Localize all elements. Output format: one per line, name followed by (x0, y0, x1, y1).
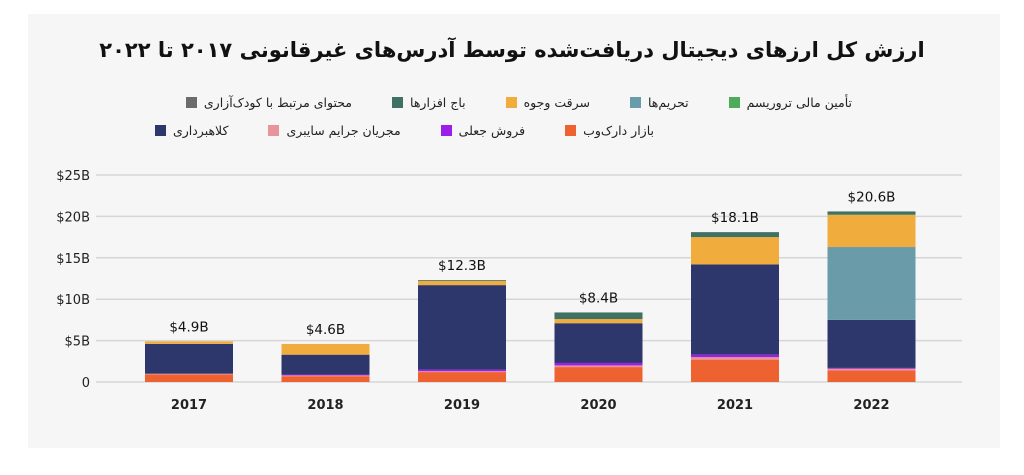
legend-swatch (392, 97, 404, 108)
legend-item: سرقت وجوه (505, 95, 590, 110)
bar-segment (281, 375, 370, 377)
bar-segment (691, 359, 779, 382)
y-tick-label: $25B (56, 169, 90, 184)
legend-swatch (505, 97, 517, 108)
bar-segment (691, 232, 779, 238)
legend-swatch (440, 125, 452, 136)
bar-segment (554, 319, 643, 324)
x-tick-label: 2022 (853, 398, 889, 413)
legend-item: کلاهبرداری (154, 123, 229, 138)
y-tick-label: 0 (82, 376, 90, 391)
legend-label: تحریم‌ها (647, 95, 689, 110)
bar-segment (418, 280, 506, 286)
bar-segment (691, 354, 779, 358)
legend-swatch (565, 125, 577, 136)
legend-label: مجریان جرایم سایبری (286, 123, 401, 138)
legend-swatch (629, 97, 641, 108)
bar-segment (554, 312, 643, 320)
y-tick-label: $10B (56, 293, 90, 308)
legend-item: باج افزارها (392, 95, 466, 110)
bar-segment (281, 374, 370, 376)
bar-segment (827, 368, 916, 371)
legend-label: محتوای مرتبط با کودک‌آزاری (203, 95, 353, 110)
legend-label: فروش جعلی (458, 123, 526, 138)
total-label: $18.1B (711, 210, 759, 226)
bar-segment (827, 247, 916, 320)
bar-segment (418, 372, 506, 382)
legend-label: کلاهبرداری (172, 123, 229, 138)
bar-segment (145, 343, 233, 374)
bar-segment (281, 343, 370, 355)
legend-item: محتوای مرتبط با کودک‌آزاری (185, 95, 353, 110)
bar-segment (418, 280, 506, 281)
bar-segment (691, 237, 779, 265)
legend-swatch (268, 125, 280, 136)
bar-segment (691, 357, 779, 360)
bar-segment (281, 376, 370, 382)
y-tick-label: $20B (56, 210, 90, 225)
bar-segment (827, 367, 916, 369)
bar-segment (691, 264, 779, 355)
legend-row-1: تأمین مالی تروریسم تحریم‌ها سرقت وجوه باج ا… (185, 95, 852, 110)
x-tick-label: 2020 (580, 398, 616, 413)
legend-swatch (185, 97, 197, 108)
total-label: $4.9B (169, 319, 208, 335)
legend-item: مجریان جرایم سایبری (268, 123, 401, 138)
bar-segment (418, 371, 506, 373)
x-tick-label: 2018 (307, 398, 343, 413)
bar-segment (145, 373, 233, 375)
bar-segment (145, 374, 233, 382)
x-tick-label: 2017 (171, 398, 207, 413)
legend-swatch (154, 125, 166, 136)
legend-item: بازار دارک‌وب (565, 123, 654, 138)
bar-segment (827, 370, 916, 382)
total-label: $8.4B (579, 290, 618, 306)
legend-item: تأمین مالی تروریسم (728, 95, 852, 110)
legend-item: تحریم‌ها (629, 95, 689, 110)
bar-segment (554, 367, 643, 382)
total-label: $20.6B (848, 189, 896, 205)
y-tick-label: $5B (65, 335, 90, 350)
bar-segment (554, 323, 643, 363)
bar-segment (554, 365, 643, 368)
x-tick-label: 2021 (717, 398, 753, 413)
bar-segment (827, 211, 916, 215)
bar-segment (827, 214, 916, 248)
x-tick-label: 2019 (444, 398, 480, 413)
legend-label: تأمین مالی تروریسم (746, 95, 852, 110)
chart-title: ارزش کل ارزهای دیجیتال دریافت‌شده توسط آ… (99, 38, 925, 62)
legend-label: بازار دارک‌وب (583, 123, 654, 138)
bar-segment (145, 341, 233, 344)
legend-label: باج افزارها (410, 95, 466, 110)
bar-segment (554, 362, 643, 366)
legend-row-2: بازار دارک‌وب فروش جعلی مجریان جرایم سایبر… (154, 123, 654, 138)
total-label: $12.3B (438, 258, 486, 274)
legend-swatch (728, 97, 740, 108)
y-tick-label: $15B (56, 252, 90, 267)
bar-segment (827, 319, 916, 368)
legend-label: سرقت وجوه (523, 95, 590, 110)
bar-segment (418, 369, 506, 372)
legend-item: فروش جعلی (440, 123, 526, 138)
bar-segment (281, 354, 370, 375)
total-label: $4.6B (306, 322, 345, 338)
bar-segment (418, 285, 506, 370)
